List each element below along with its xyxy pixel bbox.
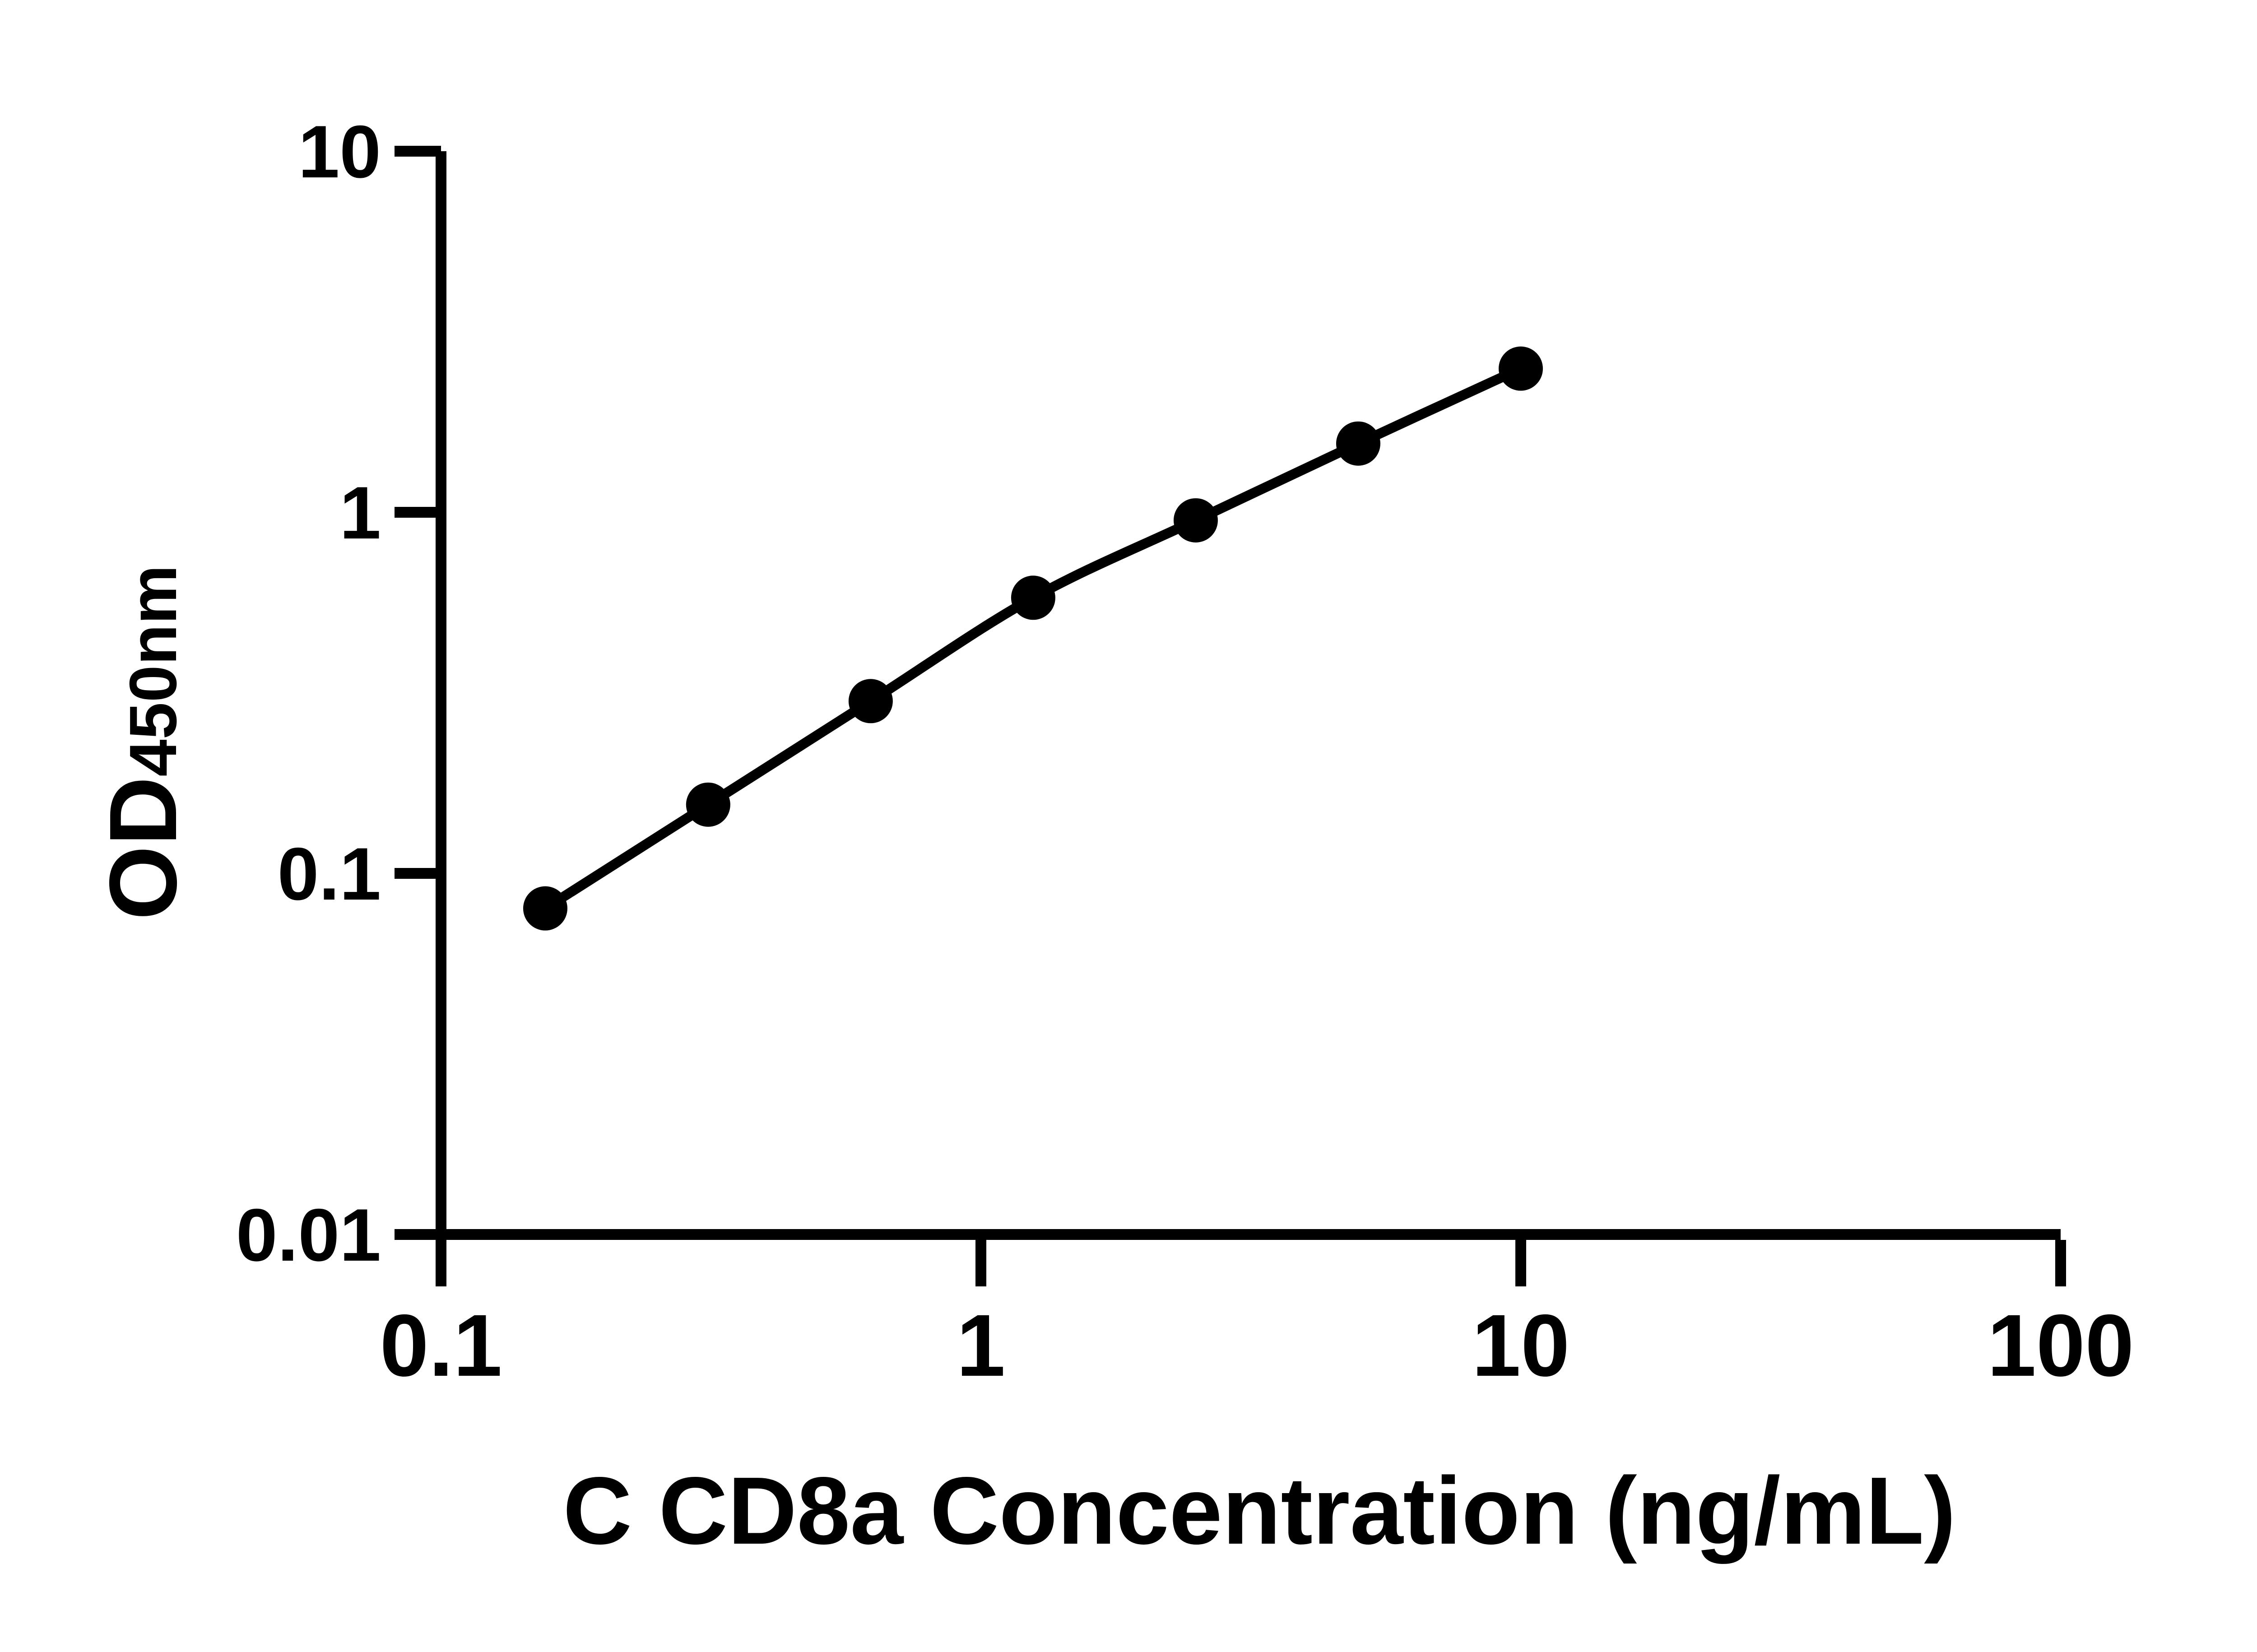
data-point-marker	[848, 679, 893, 724]
data-point-marker	[1336, 421, 1380, 466]
data-point-marker	[1499, 346, 1543, 391]
y-axis-title-sub: 450nm	[116, 565, 190, 777]
x-tick-label: 10	[1472, 1296, 1570, 1395]
data-point-marker	[1011, 575, 1055, 620]
x-tick-label: 1	[957, 1296, 1005, 1395]
x-tick-label: 100	[1987, 1296, 2134, 1395]
y-tick-label: 0.01	[236, 1193, 381, 1276]
data-point-marker	[1173, 498, 1218, 543]
y-axis-title-main: OD	[89, 776, 196, 920]
data-point-marker	[523, 886, 567, 931]
data-point-marker	[686, 782, 730, 827]
plot-area: 10 1 0.1 0.01 0.1 1 10 100	[236, 110, 2134, 1395]
y-tick-label: 0.1	[278, 832, 381, 915]
y-tick-label: 10	[298, 110, 381, 193]
x-axis-title: C CD8a Concentration (ng/mL)	[563, 1457, 1956, 1564]
y-tick-label: 1	[339, 471, 381, 554]
x-tick-label: 0.1	[380, 1296, 502, 1395]
y-axis-title: OD450nm	[89, 565, 196, 920]
